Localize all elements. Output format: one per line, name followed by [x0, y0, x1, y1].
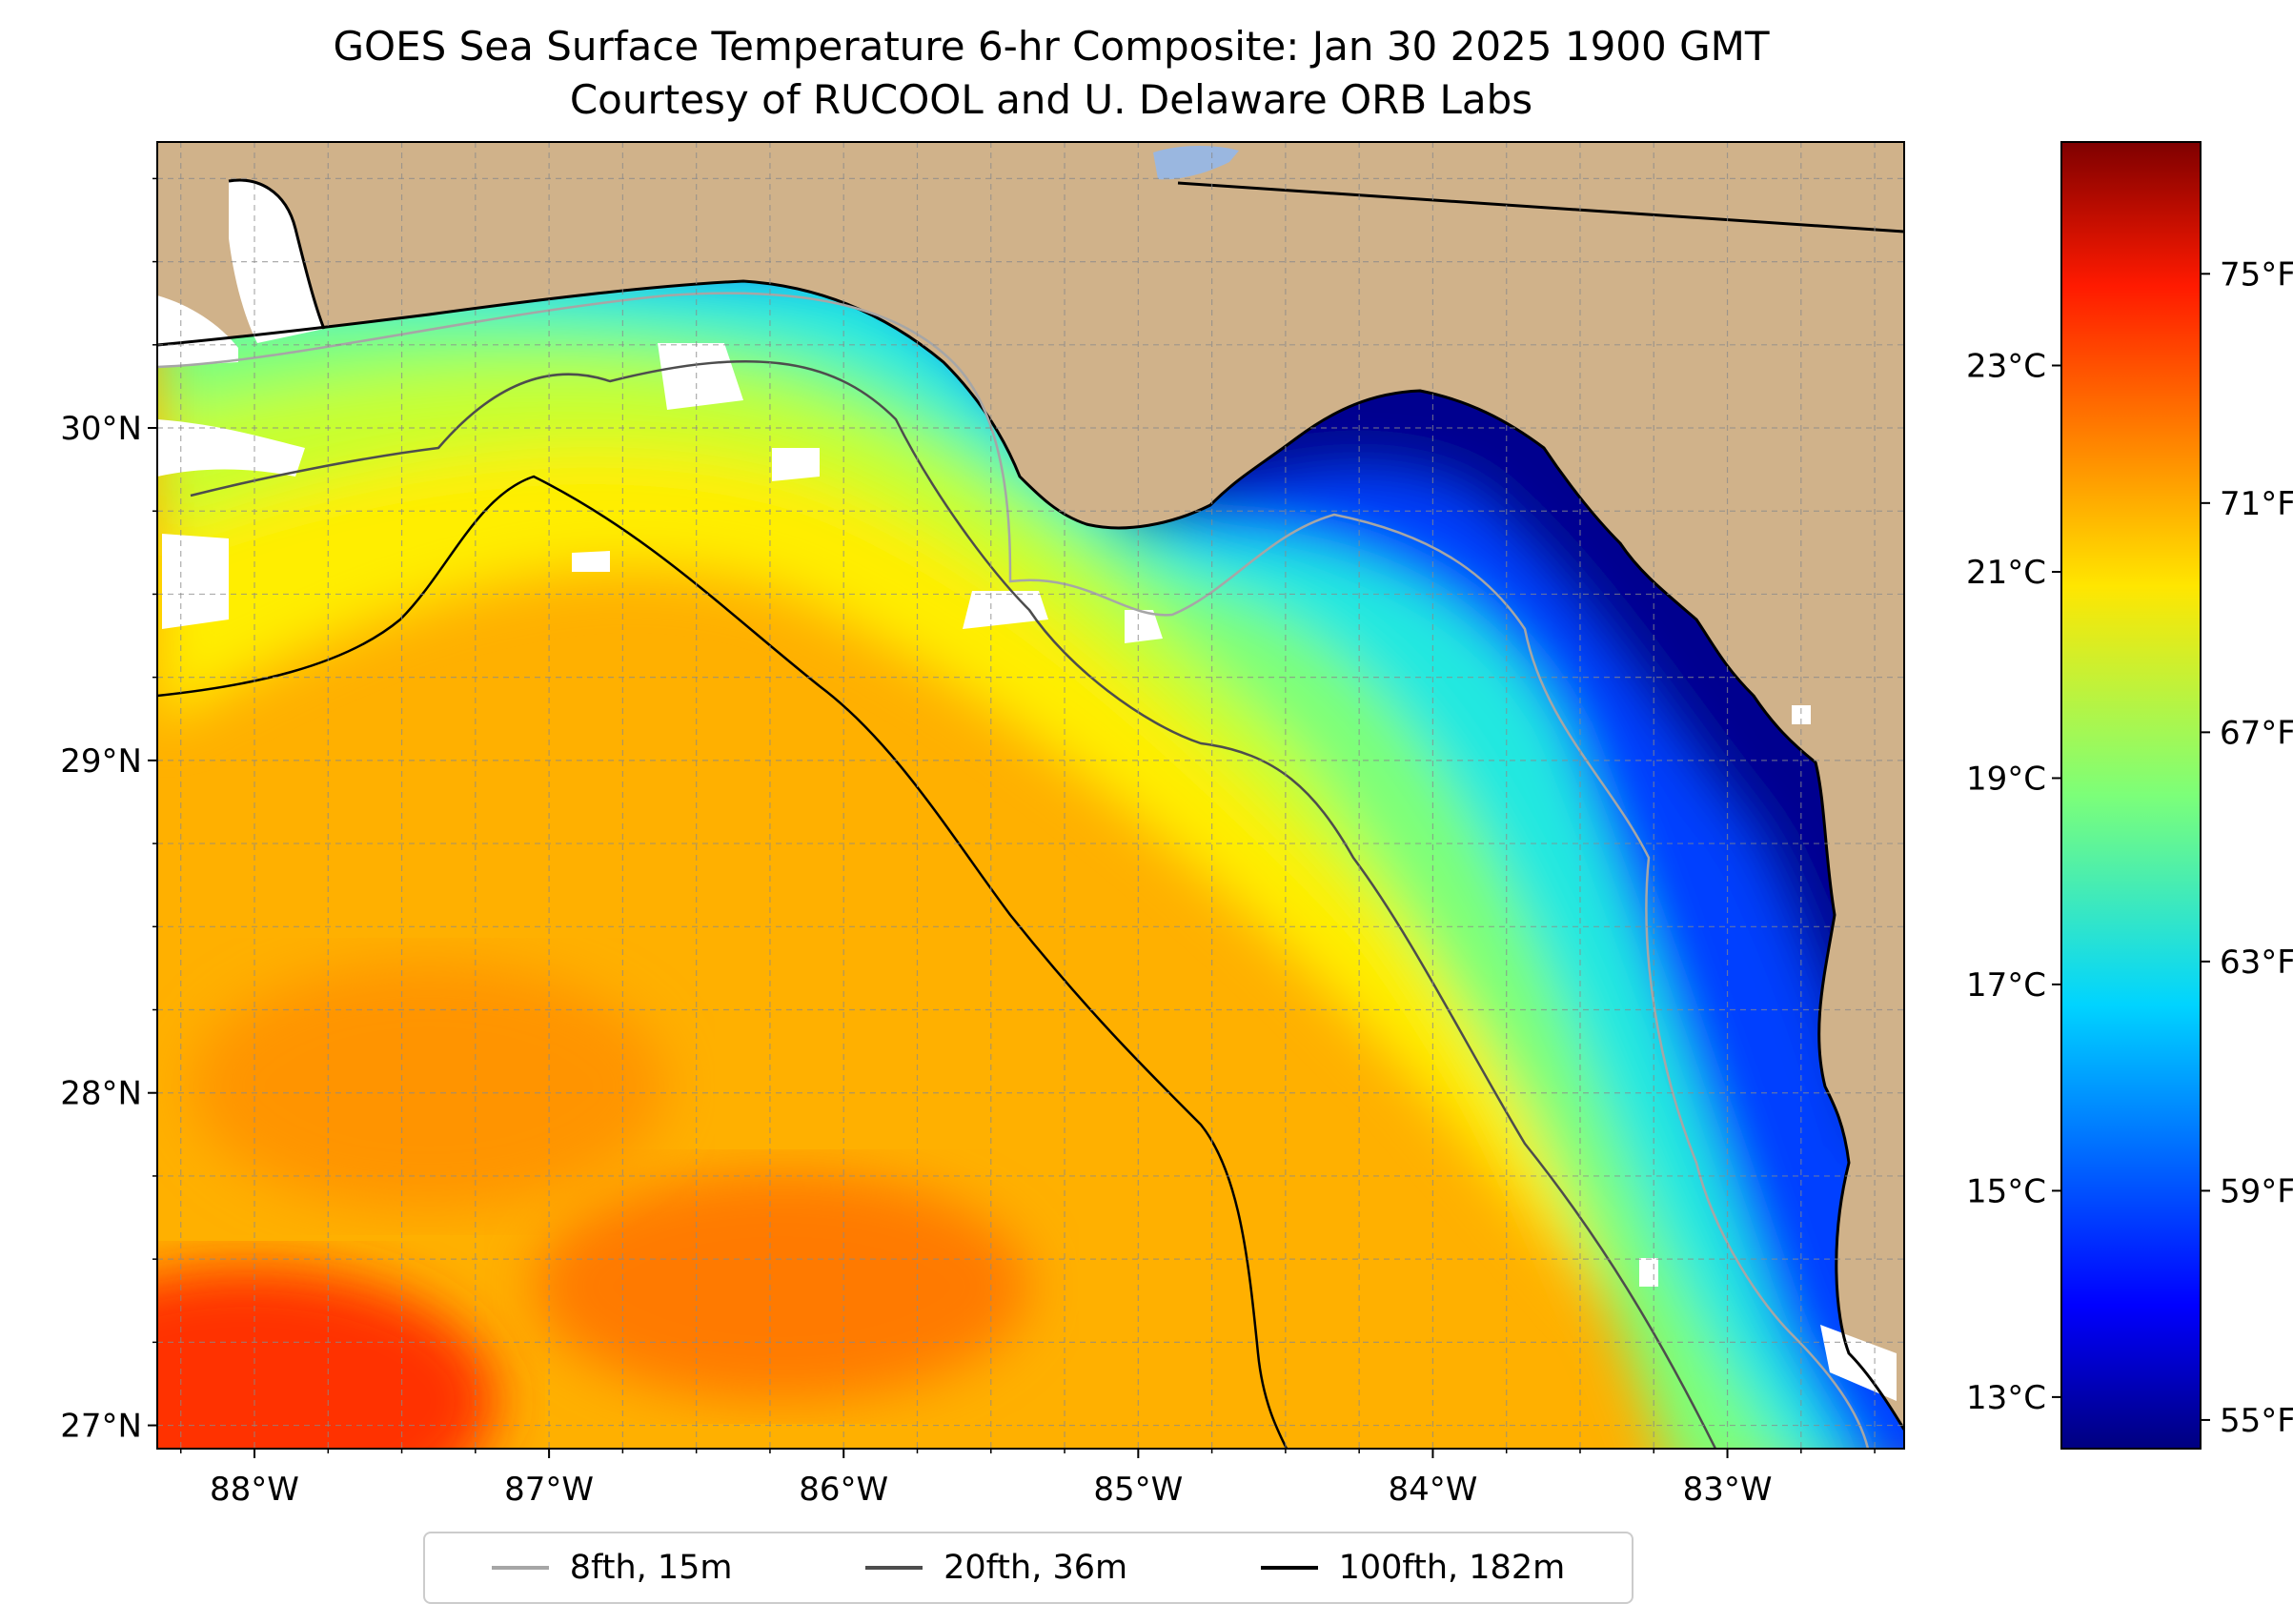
colorbar-c-label: 19°C: [1966, 760, 2046, 798]
title-line-1: GOES Sea Surface Temperature 6-hr Compos…: [333, 23, 1770, 70]
colorbar-f-label: 59°F: [2220, 1172, 2293, 1210]
colorbar: [2060, 141, 2202, 1450]
nodata-west-coast: [157, 295, 238, 367]
nodata-left-strip: [157, 419, 305, 477]
nodata-coast-patch-2: [772, 448, 820, 481]
coastline: [157, 279, 1904, 1431]
colorbar-c-label: 23°C: [1966, 348, 2046, 386]
state-boundary-line: [1177, 181, 1904, 233]
legend-swatch-20fth: [865, 1566, 923, 1570]
colorbar-f-label: 67°F: [2220, 714, 2293, 752]
isobath-20fth: [190, 359, 1717, 1449]
colorbar-f-label: 71°F: [2220, 485, 2293, 523]
lon-tick-label: 88°W: [210, 1471, 299, 1509]
nodata-small-1: [572, 551, 610, 572]
title-line-2: Courtesy of RUCOOL and U. Delaware ORB L…: [569, 76, 1533, 123]
lon-tick-label: 87°W: [504, 1471, 594, 1509]
coastline-mobile-bay: [228, 178, 326, 330]
colorbar-f-label: 63°F: [2220, 944, 2293, 982]
land-mass: [157, 142, 1904, 1430]
legend-item-8fth: 8fth, 15m: [491, 1549, 733, 1587]
axis-ticks: 88°W 87°W 86°W 85°W 84°W 83°W 27°N 28°N 29°N 30°N: [60, 177, 1876, 1509]
colorbar-c-label: 17°C: [1966, 966, 2046, 1005]
legend-item-100fth: 100fth, 182m: [1260, 1549, 1566, 1587]
colorbar-c-label: 13°C: [1966, 1379, 2046, 1417]
lon-tick-label: 84°W: [1388, 1471, 1477, 1509]
colorbar-c-label: 15°C: [1966, 1172, 2046, 1210]
sst-map: [157, 142, 1904, 1449]
legend-swatch-8fth: [491, 1566, 549, 1570]
nodata-coast-patch: [658, 343, 743, 410]
colorbar-f-label: 75°F: [2220, 255, 2293, 294]
colorbar-c-label: 21°C: [1966, 554, 2046, 592]
colorbar-f-label: 55°F: [2220, 1402, 2293, 1440]
lon-tick-label: 85°W: [1093, 1471, 1183, 1509]
lat-tick-label: 30°N: [60, 410, 142, 448]
lat-tick-label: 29°N: [60, 742, 142, 781]
legend-swatch-100fth: [1260, 1566, 1318, 1570]
legend-label-20fth: 20fth, 36m: [944, 1549, 1128, 1587]
legend-label-100fth: 100fth, 182m: [1338, 1549, 1566, 1587]
sst-warm-patch: [534, 1172, 1029, 1401]
nodata-spit: [963, 591, 1048, 629]
isobath-100fth: [157, 475, 1289, 1449]
nodata-small-3: [1792, 705, 1811, 724]
lat-tick-label: 28°N: [60, 1075, 142, 1113]
colorbar-ticks: 75°F 71°F 67°F 63°F 59°F 55°F 23°C 21°C 19°C 17°C…: [1966, 255, 2293, 1440]
nodata-left-block: [162, 534, 229, 629]
legend-label-8fth: 8fth, 15m: [569, 1549, 733, 1587]
legend-item-20fth: 20fth, 36m: [865, 1549, 1127, 1587]
map-frame: [156, 141, 1905, 1450]
nodata-apalachicola: [1125, 610, 1163, 643]
nodata-small-2: [1639, 1258, 1658, 1287]
sst-warm-patch-2: [191, 963, 667, 1210]
lon-tick-label: 83°W: [1683, 1471, 1773, 1509]
lon-tick-label: 86°W: [799, 1471, 888, 1509]
sst-warm-core: [157, 1268, 496, 1449]
lake: [1153, 146, 1239, 180]
isobath-8fth: [157, 292, 1870, 1449]
gridlines: [157, 142, 1904, 1449]
lat-tick-label: 27°N: [60, 1408, 142, 1446]
isobath-legend: 8fth, 15m 20fth, 36m 100fth, 182m: [423, 1532, 1634, 1604]
